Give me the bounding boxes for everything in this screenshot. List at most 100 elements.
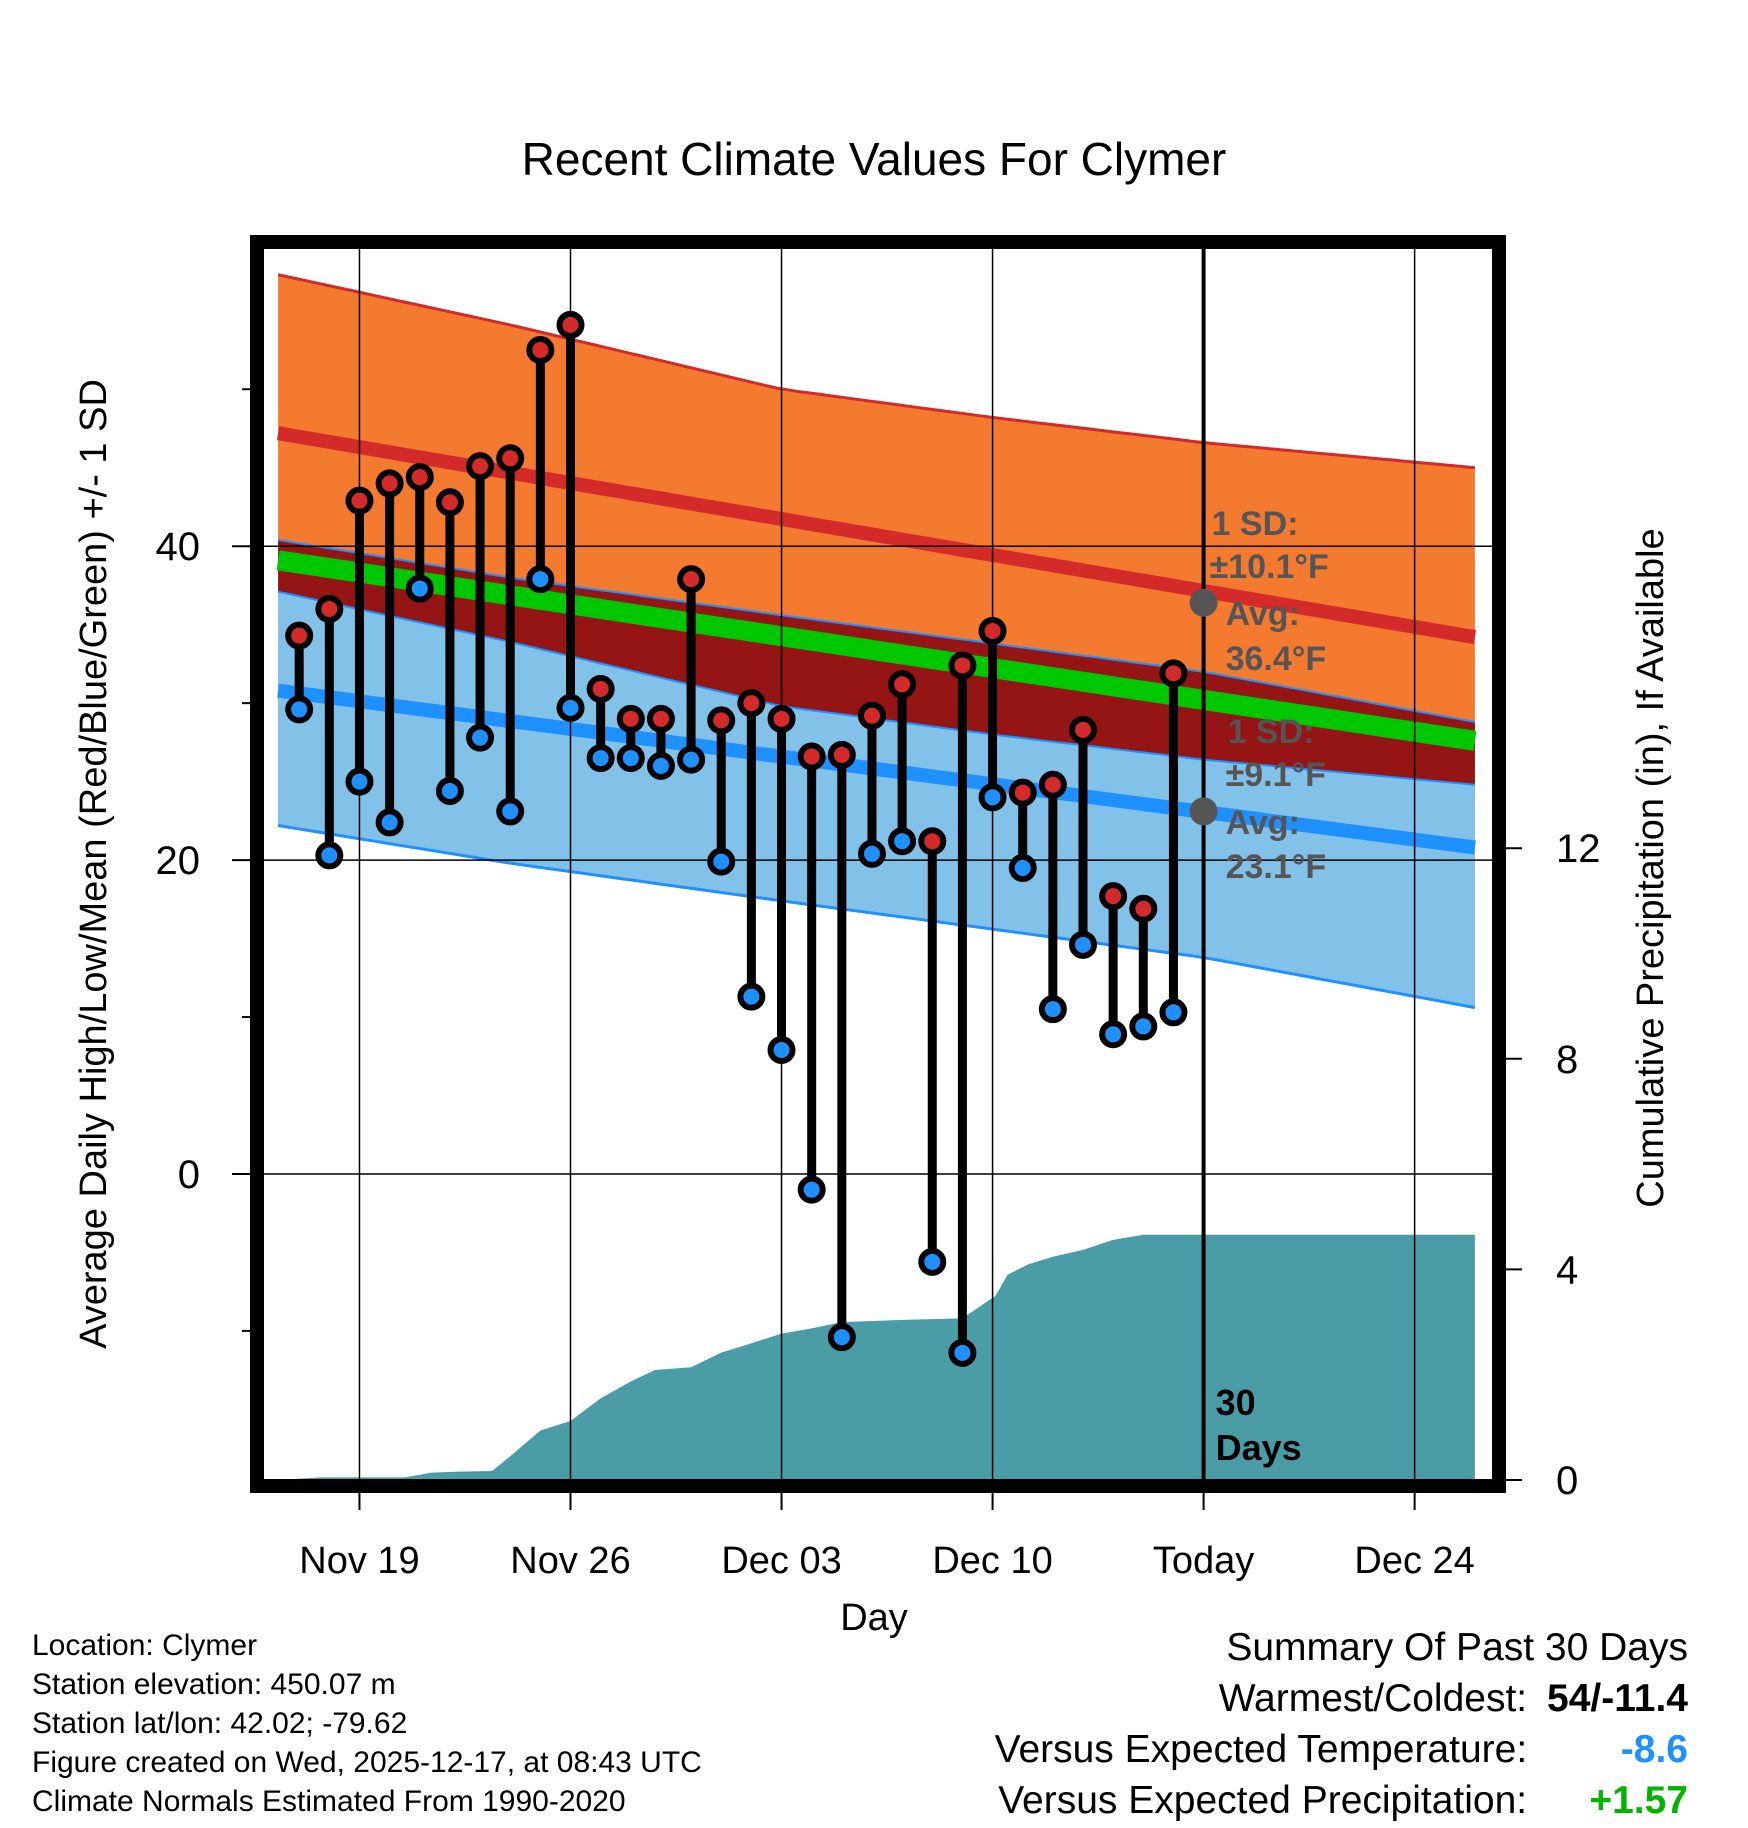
- daily-high-point: [345, 486, 374, 515]
- summary-temp-row: Versus Expected Temperature: -8.6: [788, 1724, 1688, 1775]
- daily-high-point: [827, 740, 856, 769]
- daily-high-point: [978, 616, 1007, 645]
- daily-high-point: [466, 452, 495, 481]
- y2-tick-label: 12: [1556, 827, 1601, 871]
- daily-low-point: [797, 1175, 826, 1204]
- daily-low-point: [918, 1247, 947, 1276]
- daily-high-point: [677, 565, 706, 594]
- plot-area: [263, 248, 1493, 1480]
- summary-title: Summary Of Past 30 Days: [1226, 1626, 1688, 1669]
- low-avg-today-marker: [1189, 797, 1218, 826]
- daily-high-point: [556, 310, 585, 339]
- daily-low-point: [496, 797, 525, 826]
- daily-high-point: [616, 704, 645, 733]
- daily-high-point: [1008, 778, 1037, 807]
- days-count-number: 30: [1216, 1382, 1256, 1423]
- plot-frame: [250, 235, 1506, 1493]
- daily-high-point: [375, 469, 404, 498]
- y-axis-label: Average Daily High/Low/Mean (Red/Blue/Gr…: [73, 379, 115, 1349]
- days-count-word: Days: [1216, 1427, 1302, 1468]
- daily-low-point: [1099, 1020, 1128, 1049]
- temp-anomaly-value: -8.6: [1620, 1728, 1688, 1771]
- y2-tick-label: 0: [1556, 1459, 1578, 1503]
- daily-low-point: [556, 693, 585, 722]
- x-tick-label: Nov 26: [510, 1540, 630, 1582]
- daily-high-point: [1038, 770, 1067, 799]
- daily-low-point: [888, 827, 917, 856]
- low-avg-label: Avg:: [1226, 804, 1300, 842]
- daily-low-point: [1008, 853, 1037, 882]
- high-avg-today-marker: [1189, 588, 1218, 617]
- y-tick-label: 40: [156, 525, 201, 569]
- high-sd-value: ±10.1°F: [1210, 548, 1329, 586]
- high-sd-upper-line: [277, 273, 1476, 470]
- normals-text: Climate Normals Estimated From 1990-2020: [32, 1785, 626, 1818]
- daily-low-point: [1159, 998, 1188, 1027]
- warmest-label: Warmest/Coldest:: [1218, 1677, 1528, 1720]
- daily-low-point: [737, 982, 766, 1011]
- daily-low-point: [646, 751, 675, 780]
- daily-low-point: [1129, 1012, 1158, 1041]
- daily-low-point: [978, 783, 1007, 812]
- daily-high-point: [405, 463, 434, 492]
- latlon-text: Station lat/lon: 42.02; -79.62: [32, 1707, 408, 1740]
- daily-low-point: [285, 695, 314, 724]
- low-avg-value: 23.1°F: [1226, 848, 1327, 886]
- daily-low-point: [707, 847, 736, 876]
- daily-high-point: [1129, 894, 1158, 923]
- daily-low-point: [375, 808, 404, 837]
- low-sd-label: 1 SD:: [1228, 713, 1315, 751]
- daily-high-point: [1099, 882, 1128, 911]
- daily-low-point: [586, 744, 615, 773]
- daily-high-point: [857, 701, 886, 730]
- precip-area: [278, 1234, 1475, 1480]
- temp-anomaly-label: Versus Expected Temperature:: [994, 1728, 1528, 1771]
- daily-low-point: [827, 1323, 856, 1352]
- created-text: Figure created on Wed, 2025-12-17, at 08…: [32, 1746, 702, 1779]
- daily-low-point: [1069, 930, 1097, 959]
- summary-precip-row: Versus Expected Precipitation: +1.57: [788, 1775, 1688, 1826]
- daily-high-point: [285, 621, 314, 650]
- daily-high-point: [948, 651, 977, 680]
- y-tick-label: 0: [178, 1153, 200, 1197]
- daily-low-point: [526, 565, 555, 594]
- daily-low-point: [767, 1035, 796, 1064]
- x-tick-label: Nov 19: [299, 1540, 419, 1582]
- x-tick-label: Dec 10: [932, 1540, 1052, 1582]
- daily-low-point: [677, 745, 706, 774]
- daily-high-point: [496, 444, 525, 473]
- daily-high-point: [918, 827, 947, 856]
- precip-anomaly-value: +1.57: [1589, 1779, 1688, 1822]
- high-avg-label: Avg:: [1226, 595, 1300, 633]
- x-tick-label: Dec 03: [721, 1540, 841, 1582]
- daily-high-point: [1159, 659, 1188, 688]
- daily-low-point: [616, 744, 645, 773]
- daily-high-point: [888, 670, 917, 699]
- low-sd-value: ±9.1°F: [1226, 756, 1326, 794]
- daily-high-point: [526, 336, 555, 365]
- daily-high-point: [797, 742, 826, 771]
- daily-high-point: [707, 706, 736, 735]
- daily-high-point: [646, 704, 675, 733]
- low-sd-lower-line: [277, 824, 1476, 1010]
- x-tick-label: Today: [1153, 1540, 1254, 1582]
- x-tick-label: Dec 24: [1354, 1540, 1474, 1582]
- daily-high-point: [435, 488, 464, 517]
- chart-title: Recent Climate Values For Clymer: [522, 133, 1227, 185]
- high-avg-value: 36.4°F: [1226, 640, 1327, 678]
- elevation-text: Station elevation: 450.07 m: [32, 1668, 396, 1701]
- warmest-value: 54/-11.4: [1547, 1677, 1688, 1720]
- daily-low-point: [466, 723, 495, 752]
- daily-low-point: [405, 574, 434, 603]
- daily-low-point: [345, 767, 374, 796]
- daily-high-point: [586, 675, 615, 704]
- y-tick-label: 20: [156, 839, 201, 883]
- y2-tick-label: 8: [1556, 1038, 1578, 1082]
- summary-panel: Summary Of Past 30 Days Warmest/Coldest:…: [788, 1622, 1688, 1826]
- daily-high-point: [737, 689, 766, 718]
- y2-axis-label: Cumulative Precipitation (in), If Availa…: [1630, 528, 1672, 1207]
- daily-high-point: [315, 594, 344, 623]
- precip-anomaly-label: Versus Expected Precipitation:: [998, 1779, 1528, 1822]
- high-sd-label: 1 SD:: [1212, 505, 1299, 543]
